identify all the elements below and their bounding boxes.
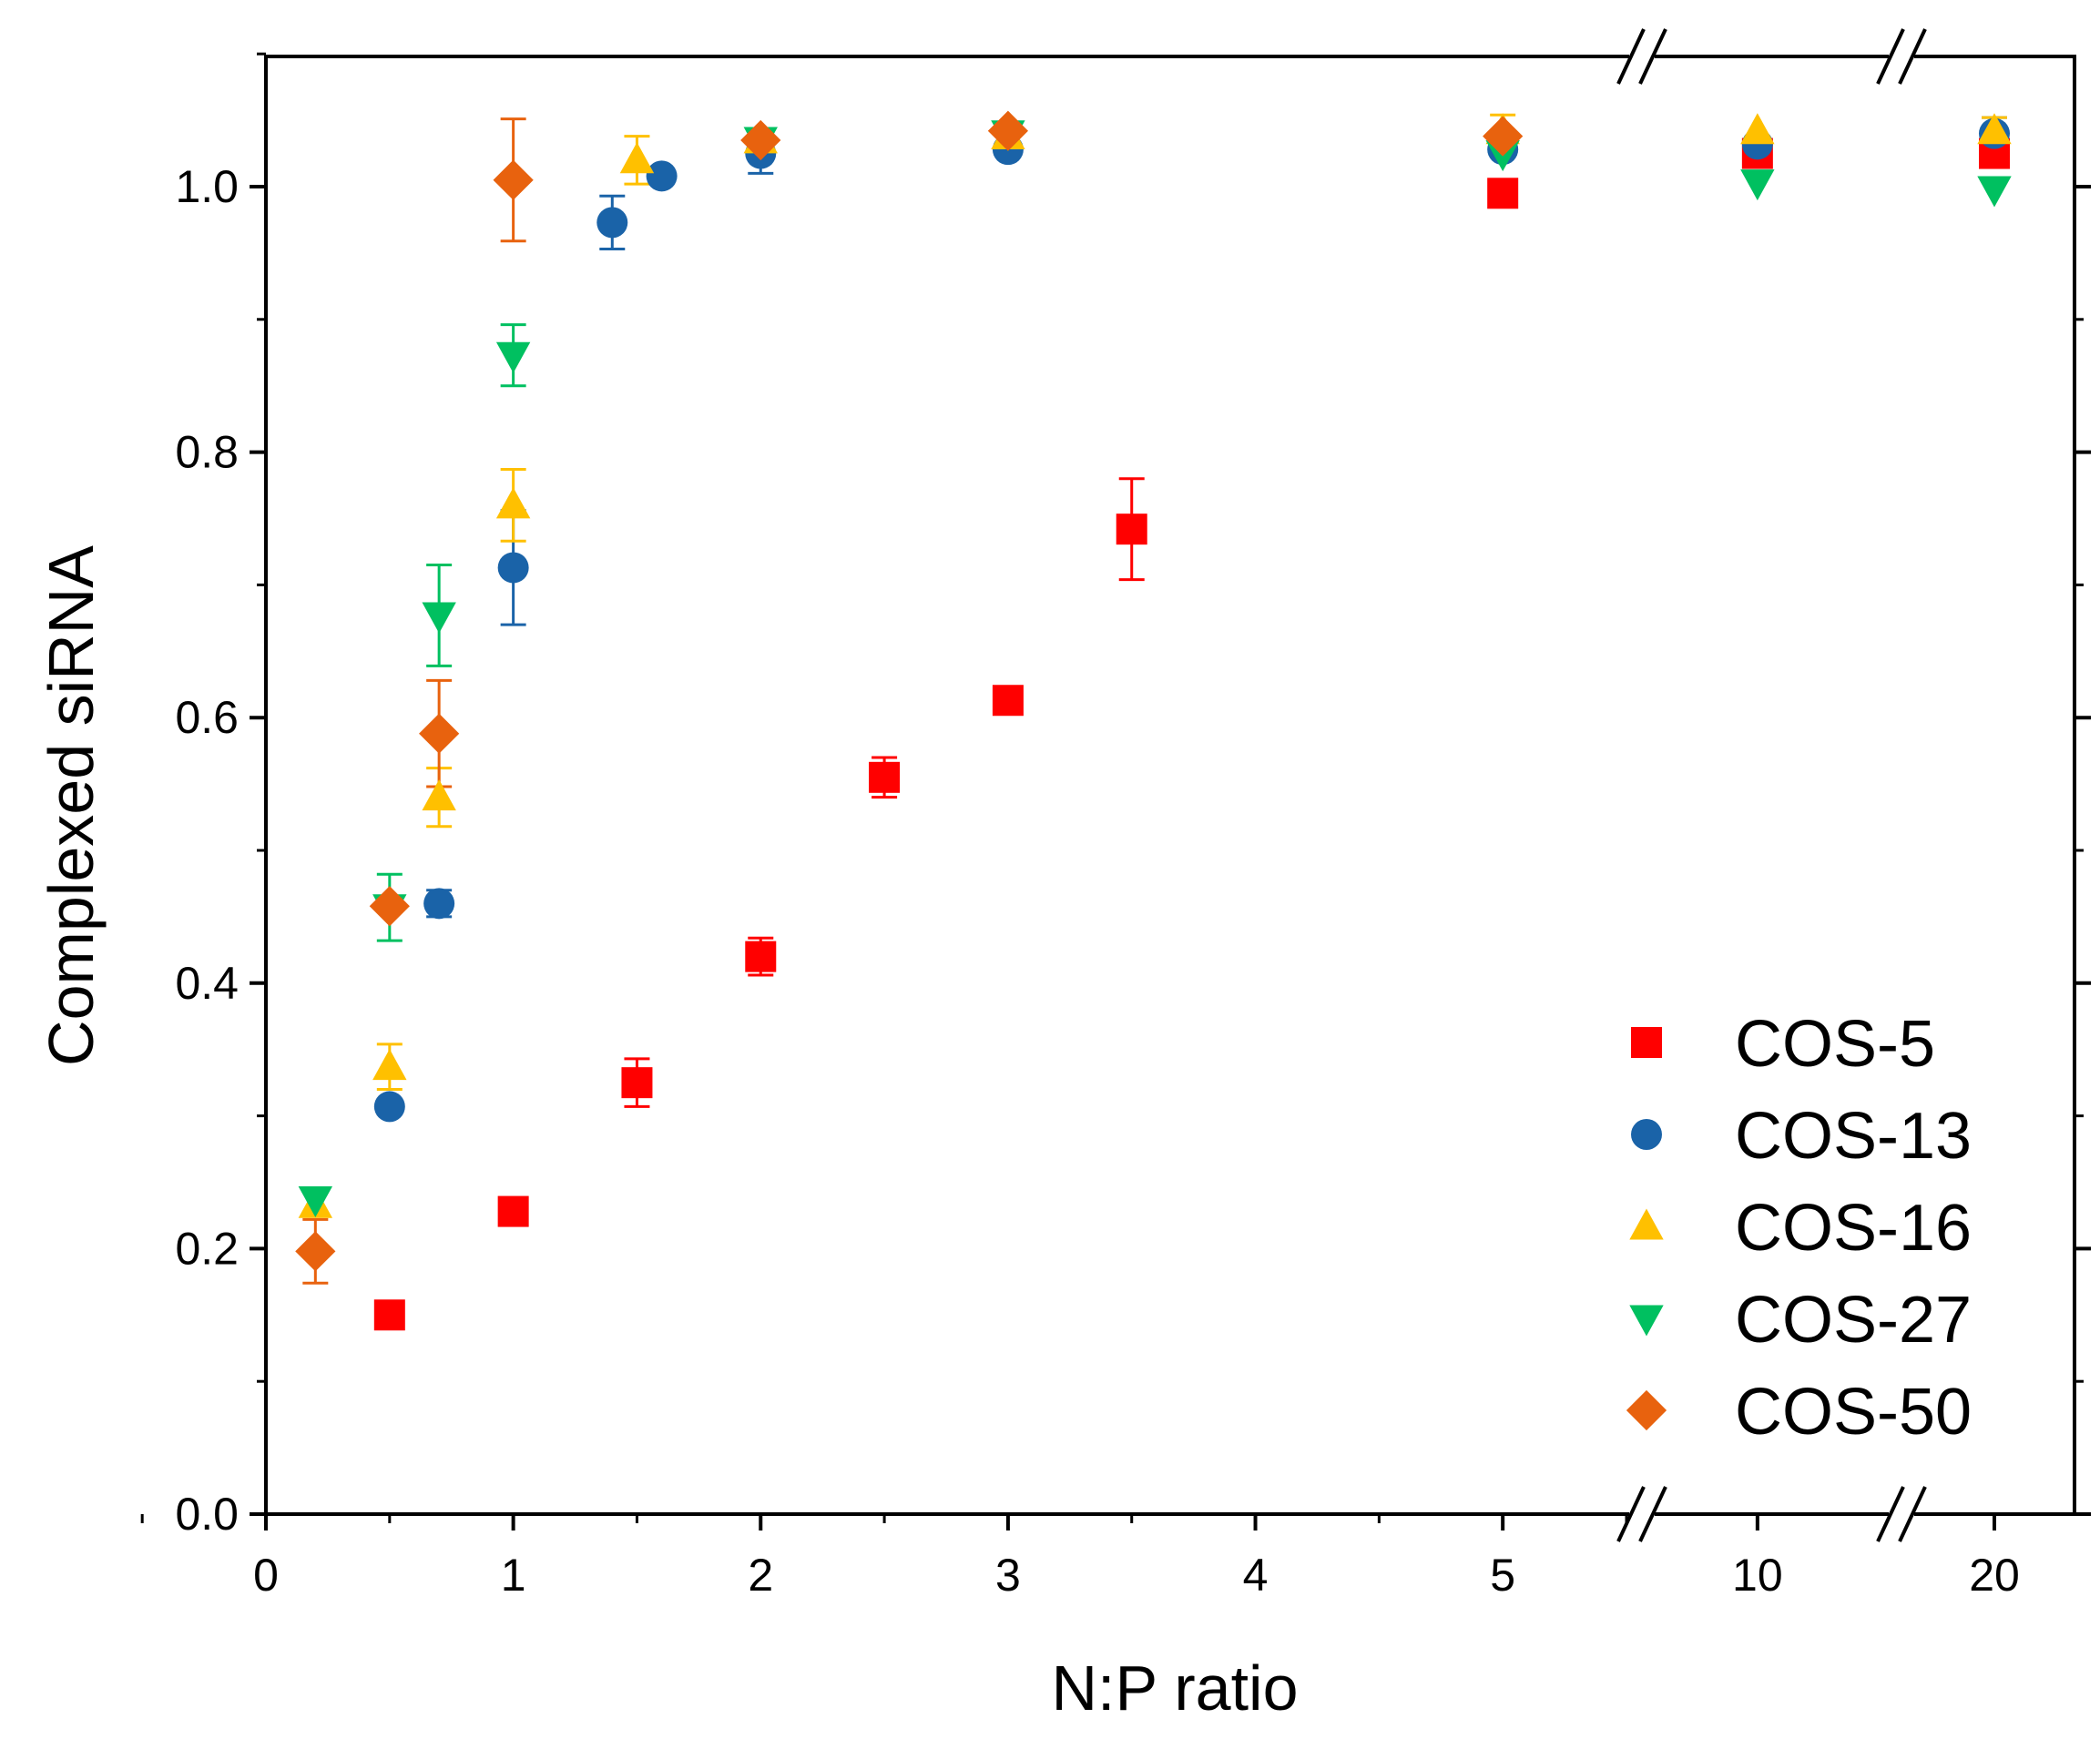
axis-break-slash — [1638, 1486, 1667, 1542]
axis-break-gap — [1889, 51, 1914, 62]
y-tick-label: 0.2 — [175, 1223, 239, 1274]
axis-break-gap — [1889, 1509, 1914, 1520]
x-tick-label: 0 — [253, 1550, 279, 1601]
legend-label-cos-13: COS-13 — [1735, 1100, 1972, 1173]
x-tick-label: 4 — [1243, 1550, 1269, 1601]
y-tick-label: 0.4 — [175, 958, 239, 1009]
x-tick-label: 10 — [1732, 1550, 1783, 1601]
cos-50-point — [369, 886, 410, 927]
legend-marker-cos-16 — [1629, 1208, 1664, 1240]
legend-marker-cos-5 — [1631, 1027, 1662, 1058]
tick-labels: 0.0 0.2 0.4 0.6 0.8 1.0 0 1 2 3 4 5 10 20 — [175, 161, 2019, 1601]
cos-27-point — [298, 1186, 333, 1218]
x-tick-label: 20 — [1969, 1550, 2020, 1601]
cos-27-point — [495, 341, 531, 373]
axis-break-slash — [1898, 28, 1927, 85]
x-tick-label: 3 — [995, 1550, 1021, 1601]
axis-break-slash — [1876, 28, 1905, 85]
legend: COS-5 COS-13 COS-16 COS-27 COS-50 — [1626, 1008, 1972, 1449]
cos-13-point — [373, 1091, 405, 1123]
cos-16-point — [495, 487, 531, 519]
y-tick-label: 0.6 — [175, 692, 239, 743]
plot-frame — [264, 55, 2076, 1516]
axis-break-slash — [1876, 1486, 1905, 1542]
cos-16-point — [372, 1049, 407, 1081]
ticks — [140, 52, 2091, 1531]
cos-27-point — [1977, 176, 2012, 208]
legend-entry-cos-13: COS-13 — [1631, 1100, 1972, 1173]
cos-16-point — [619, 142, 655, 174]
axis-break-gap — [1629, 1509, 1655, 1520]
cos-50-point — [987, 110, 1029, 151]
legend-entry-cos-27: COS-27 — [1629, 1284, 1972, 1357]
axis-break-slash — [1616, 28, 1646, 85]
cos-16-point — [1977, 113, 2012, 145]
y-axis-title: Complexed siRNA — [36, 545, 107, 1066]
y-tick-label: 1.0 — [175, 161, 239, 212]
cos-13-point — [646, 160, 678, 192]
x-tick-label: 5 — [1490, 1550, 1515, 1601]
x-axis-title: N:P ratio — [1051, 1653, 1298, 1724]
cos-13-point — [497, 552, 529, 584]
legend-entry-cos-16: COS-16 — [1629, 1192, 1972, 1265]
cos-27-point — [1740, 169, 1775, 201]
error-bars — [302, 113, 2007, 1285]
cos-5-point — [1487, 178, 1519, 209]
cos-5-point — [497, 1195, 529, 1227]
data-markers — [295, 110, 2012, 1331]
cos-5-point — [869, 761, 901, 793]
cos-5-point — [373, 1299, 405, 1331]
legend-entry-cos-5: COS-5 — [1631, 1008, 1935, 1081]
y-tick-label: 0.8 — [175, 427, 239, 478]
y-tick-label: 0.0 — [175, 1489, 239, 1540]
legend-label-cos-50: COS-50 — [1735, 1376, 1972, 1449]
axis-breaks — [1616, 28, 1927, 1542]
x-tick-label: 2 — [748, 1550, 773, 1601]
cos-13-point — [596, 207, 628, 239]
cos-13-point — [423, 888, 455, 920]
cos-50-point — [419, 713, 460, 754]
cos-5-point — [992, 685, 1024, 717]
cos-5-point — [745, 941, 777, 972]
cos-50-point — [1483, 116, 1524, 157]
legend-label-cos-5: COS-5 — [1735, 1008, 1935, 1081]
legend-marker-cos-27 — [1629, 1305, 1664, 1337]
axis-break-gap — [1629, 51, 1655, 62]
cos-16-point — [422, 779, 456, 811]
axes — [264, 55, 2076, 1516]
cos-50-point — [740, 119, 781, 161]
axis-break-slash — [1898, 1486, 1927, 1542]
cos-16-point — [1740, 113, 1775, 145]
legend-entry-cos-50: COS-50 — [1626, 1376, 1972, 1449]
legend-label-cos-16: COS-16 — [1735, 1192, 1972, 1265]
cos-27-point — [422, 602, 456, 634]
legend-marker-cos-50 — [1626, 1389, 1667, 1431]
axis-break-slash — [1638, 28, 1667, 85]
cos-5-point — [621, 1067, 653, 1099]
legend-label-cos-27: COS-27 — [1735, 1284, 1972, 1357]
legend-marker-cos-13 — [1631, 1119, 1662, 1150]
cos-50-point — [493, 159, 534, 200]
x-tick-label: 1 — [501, 1550, 526, 1601]
cos-50-point — [295, 1231, 336, 1272]
axis-break-slash — [1616, 1486, 1646, 1542]
cos-5-point — [1116, 514, 1147, 545]
